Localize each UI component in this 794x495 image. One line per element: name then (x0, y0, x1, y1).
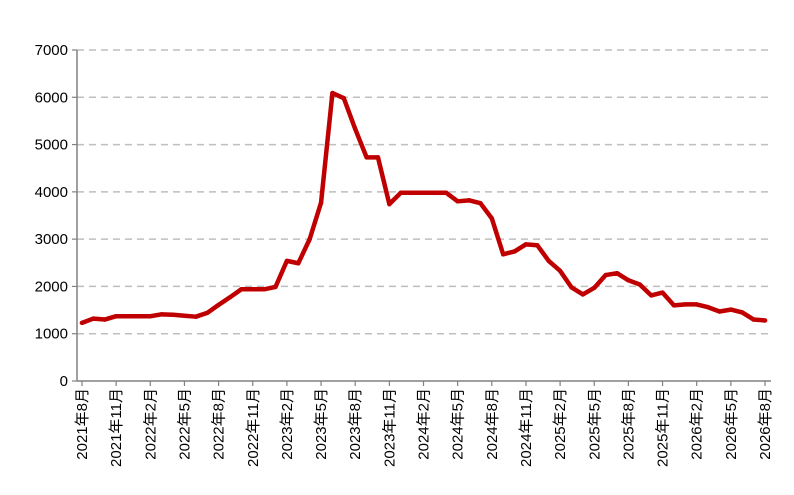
x-tick-label: 2024年2月 (416, 388, 433, 460)
x-tick-label: 2023年2月 (279, 388, 296, 460)
data-point (694, 302, 699, 307)
data-point (660, 290, 665, 295)
data-point (762, 318, 768, 323)
y-tick-label: 6000 (35, 89, 68, 106)
data-point (717, 309, 722, 314)
data-point (398, 190, 403, 196)
x-tick-label: 2025年8月 (620, 388, 637, 460)
data-point (740, 310, 745, 315)
x-tick-label: 2026年2月 (689, 388, 706, 460)
x-tick-label: 2022年2月 (142, 388, 159, 460)
data-point (466, 198, 472, 203)
data-point (648, 293, 654, 298)
x-tick-label: 2026年5月 (723, 388, 740, 460)
data-point (182, 313, 187, 318)
data-point (478, 201, 483, 206)
x-tick-label: 2022年5月 (176, 388, 193, 460)
data-point (136, 314, 142, 319)
data-point (751, 317, 756, 322)
y-tick-label: 7000 (35, 42, 68, 59)
data-point (614, 270, 620, 276)
x-tick-label: 2026年8月 (757, 388, 774, 460)
data-point (432, 190, 438, 196)
x-tick-label: 2025年2月 (552, 388, 569, 460)
x-tick-label: 2024年5月 (450, 388, 467, 460)
data-point (421, 190, 426, 196)
data-point (580, 292, 586, 297)
data-point (102, 317, 107, 322)
data-point (79, 320, 85, 326)
x-tick-label: 2021年8月 (74, 388, 91, 460)
data-point (296, 261, 301, 266)
x-tick-label: 2021年11月 (108, 388, 125, 467)
data-point (637, 282, 642, 287)
x-axis: 2021年8月 2021年11月 2022年2月 2022年5月 2022年8月 2022… (74, 50, 774, 467)
data-point (193, 314, 199, 319)
data-point (364, 155, 369, 160)
data-point (705, 305, 711, 310)
data-point (603, 272, 608, 278)
data-point (557, 268, 563, 274)
data-point (113, 314, 119, 319)
data-point (500, 252, 506, 257)
data-point (592, 285, 597, 291)
data-point (239, 287, 244, 292)
data-point (489, 216, 494, 221)
data-point (626, 278, 631, 283)
data-point (546, 258, 551, 264)
gridlines (77, 49, 771, 335)
data-point (170, 312, 176, 317)
data-point (683, 302, 688, 307)
data-point (318, 200, 324, 205)
data-point (273, 284, 278, 290)
x-tick-label: 2023年11月 (381, 388, 398, 467)
data-point (375, 155, 381, 160)
data-point (216, 302, 221, 308)
series-layer (79, 90, 768, 326)
data-point (148, 314, 153, 319)
y-tick-label: 3000 (35, 231, 68, 248)
data-point (159, 312, 164, 317)
data-point (353, 126, 358, 132)
data-point (307, 236, 312, 242)
data-point (523, 242, 529, 247)
x-tick-label: 2025年11月 (655, 388, 672, 467)
series-line (79, 90, 768, 326)
x-tick-label: 2024年8月 (484, 388, 501, 460)
data-point (330, 90, 335, 96)
data-point (250, 287, 255, 292)
data-point (409, 190, 415, 196)
data-point (512, 249, 517, 254)
x-tick-label: 2023年8月 (347, 388, 364, 460)
y-tick-label: 2000 (35, 278, 68, 295)
data-point (387, 201, 392, 207)
y-tick-label: 5000 (35, 137, 68, 154)
x-tick-label: 2023年5月 (313, 388, 330, 460)
y-tick-label: 1000 (35, 326, 68, 343)
data-point (227, 295, 233, 300)
data-point (569, 285, 574, 290)
data-point (261, 287, 267, 292)
data-point (205, 310, 210, 316)
data-point (728, 307, 734, 312)
x-tick-label: 2022年11月 (245, 388, 262, 467)
data-point (125, 314, 130, 319)
y-tick-label: 0 (60, 373, 68, 390)
data-point (444, 190, 449, 196)
x-tick-label: 2024年11月 (518, 388, 535, 467)
data-point (341, 96, 347, 101)
x-tick-label: 2025年5月 (586, 388, 603, 460)
data-point (535, 243, 540, 248)
data-point (671, 303, 677, 308)
x-tick-label: 2022年8月 (211, 388, 228, 460)
y-tick-label: 4000 (35, 184, 68, 201)
data-point (455, 199, 460, 204)
y-axis: 0 1000 2000 3000 4000 5000 6000 7000 (35, 42, 77, 390)
data-point (284, 258, 290, 264)
data-point (91, 316, 96, 321)
